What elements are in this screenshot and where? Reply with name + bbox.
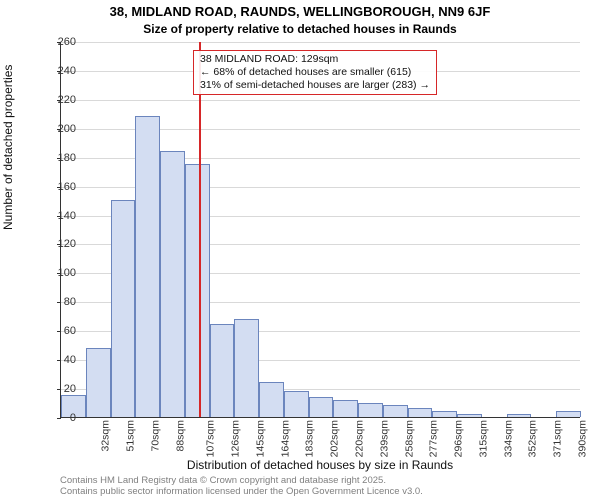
x-tick-label: 239sqm [378,420,390,457]
histogram-bar [333,400,358,417]
x-tick-label: 390sqm [576,420,588,457]
x-tick-label: 315sqm [477,420,489,457]
y-tick-label: 100 [40,267,76,279]
x-tick-label: 371sqm [551,420,563,457]
x-tick-label: 220sqm [353,420,365,457]
histogram-bar [457,414,482,417]
x-tick-label: 32sqm [100,420,112,452]
x-tick-label: 164sqm [279,420,291,457]
annotation-line-2: ← 68% of detached houses are smaller (61… [200,66,430,79]
y-tick-label: 20 [40,383,76,395]
plot-area: 38 MIDLAND ROAD: 129sqm ← 68% of detache… [60,42,580,418]
histogram-bar [309,397,334,417]
y-tick-label: 40 [40,354,76,366]
histogram-bar [160,151,185,417]
x-tick-label: 107sqm [205,420,217,457]
y-tick-label: 60 [40,325,76,337]
histogram-bar [234,319,259,417]
x-tick-label: 145sqm [254,420,266,457]
x-tick-label: 202sqm [329,420,341,457]
x-tick-label: 296sqm [452,420,464,457]
x-tick-label: 258sqm [403,420,415,457]
histogram-bar [185,164,210,417]
x-tick-label: 126sqm [230,420,242,457]
x-tick-label: 70sqm [149,420,161,452]
x-tick-label: 88sqm [174,420,186,452]
annotation-box: 38 MIDLAND ROAD: 129sqm ← 68% of detache… [193,50,437,95]
x-tick-label: 183sqm [304,420,316,457]
x-tick-label: 277sqm [428,420,440,457]
x-tick-label: 51sqm [125,420,137,452]
x-tick-label: 334sqm [502,420,514,457]
chart-container: 38, MIDLAND ROAD, RAUNDS, WELLINGBOROUGH… [0,0,600,500]
y-tick-label: 0 [40,412,76,424]
y-tick-label: 180 [40,152,76,164]
footer-attribution: Contains HM Land Registry data © Crown c… [60,476,590,498]
x-tick-label: 352sqm [527,420,539,457]
histogram-bar [259,382,284,417]
histogram-bar [556,411,581,417]
histogram-bar [284,391,309,417]
y-tick-label: 200 [40,123,76,135]
y-tick-label: 240 [40,65,76,77]
y-axis-label: Number of detached properties [1,65,15,230]
y-tick-label: 140 [40,210,76,222]
y-tick-label: 120 [40,238,76,250]
footer-line-2: Contains public sector information licen… [60,487,590,498]
y-tick-label: 160 [40,181,76,193]
y-tick-label: 80 [40,296,76,308]
histogram-bar [383,405,408,417]
histogram-bar [111,200,136,417]
chart-title-line-2: Size of property relative to detached ho… [0,22,600,36]
annotation-line-3: 31% of semi-detached houses are larger (… [200,79,430,92]
y-tick-label: 260 [40,36,76,48]
bars-group [61,42,580,417]
histogram-bar [358,403,383,417]
histogram-bar [135,116,160,417]
x-axis-label: Distribution of detached houses by size … [60,458,580,472]
reference-line [199,42,201,417]
histogram-bar [432,411,457,417]
histogram-bar [210,324,235,417]
histogram-bar [507,414,532,417]
chart-title-line-1: 38, MIDLAND ROAD, RAUNDS, WELLINGBOROUGH… [0,4,600,19]
histogram-bar [408,408,433,417]
histogram-bar [86,348,111,417]
annotation-line-1: 38 MIDLAND ROAD: 129sqm [200,53,430,66]
y-tick-label: 220 [40,94,76,106]
